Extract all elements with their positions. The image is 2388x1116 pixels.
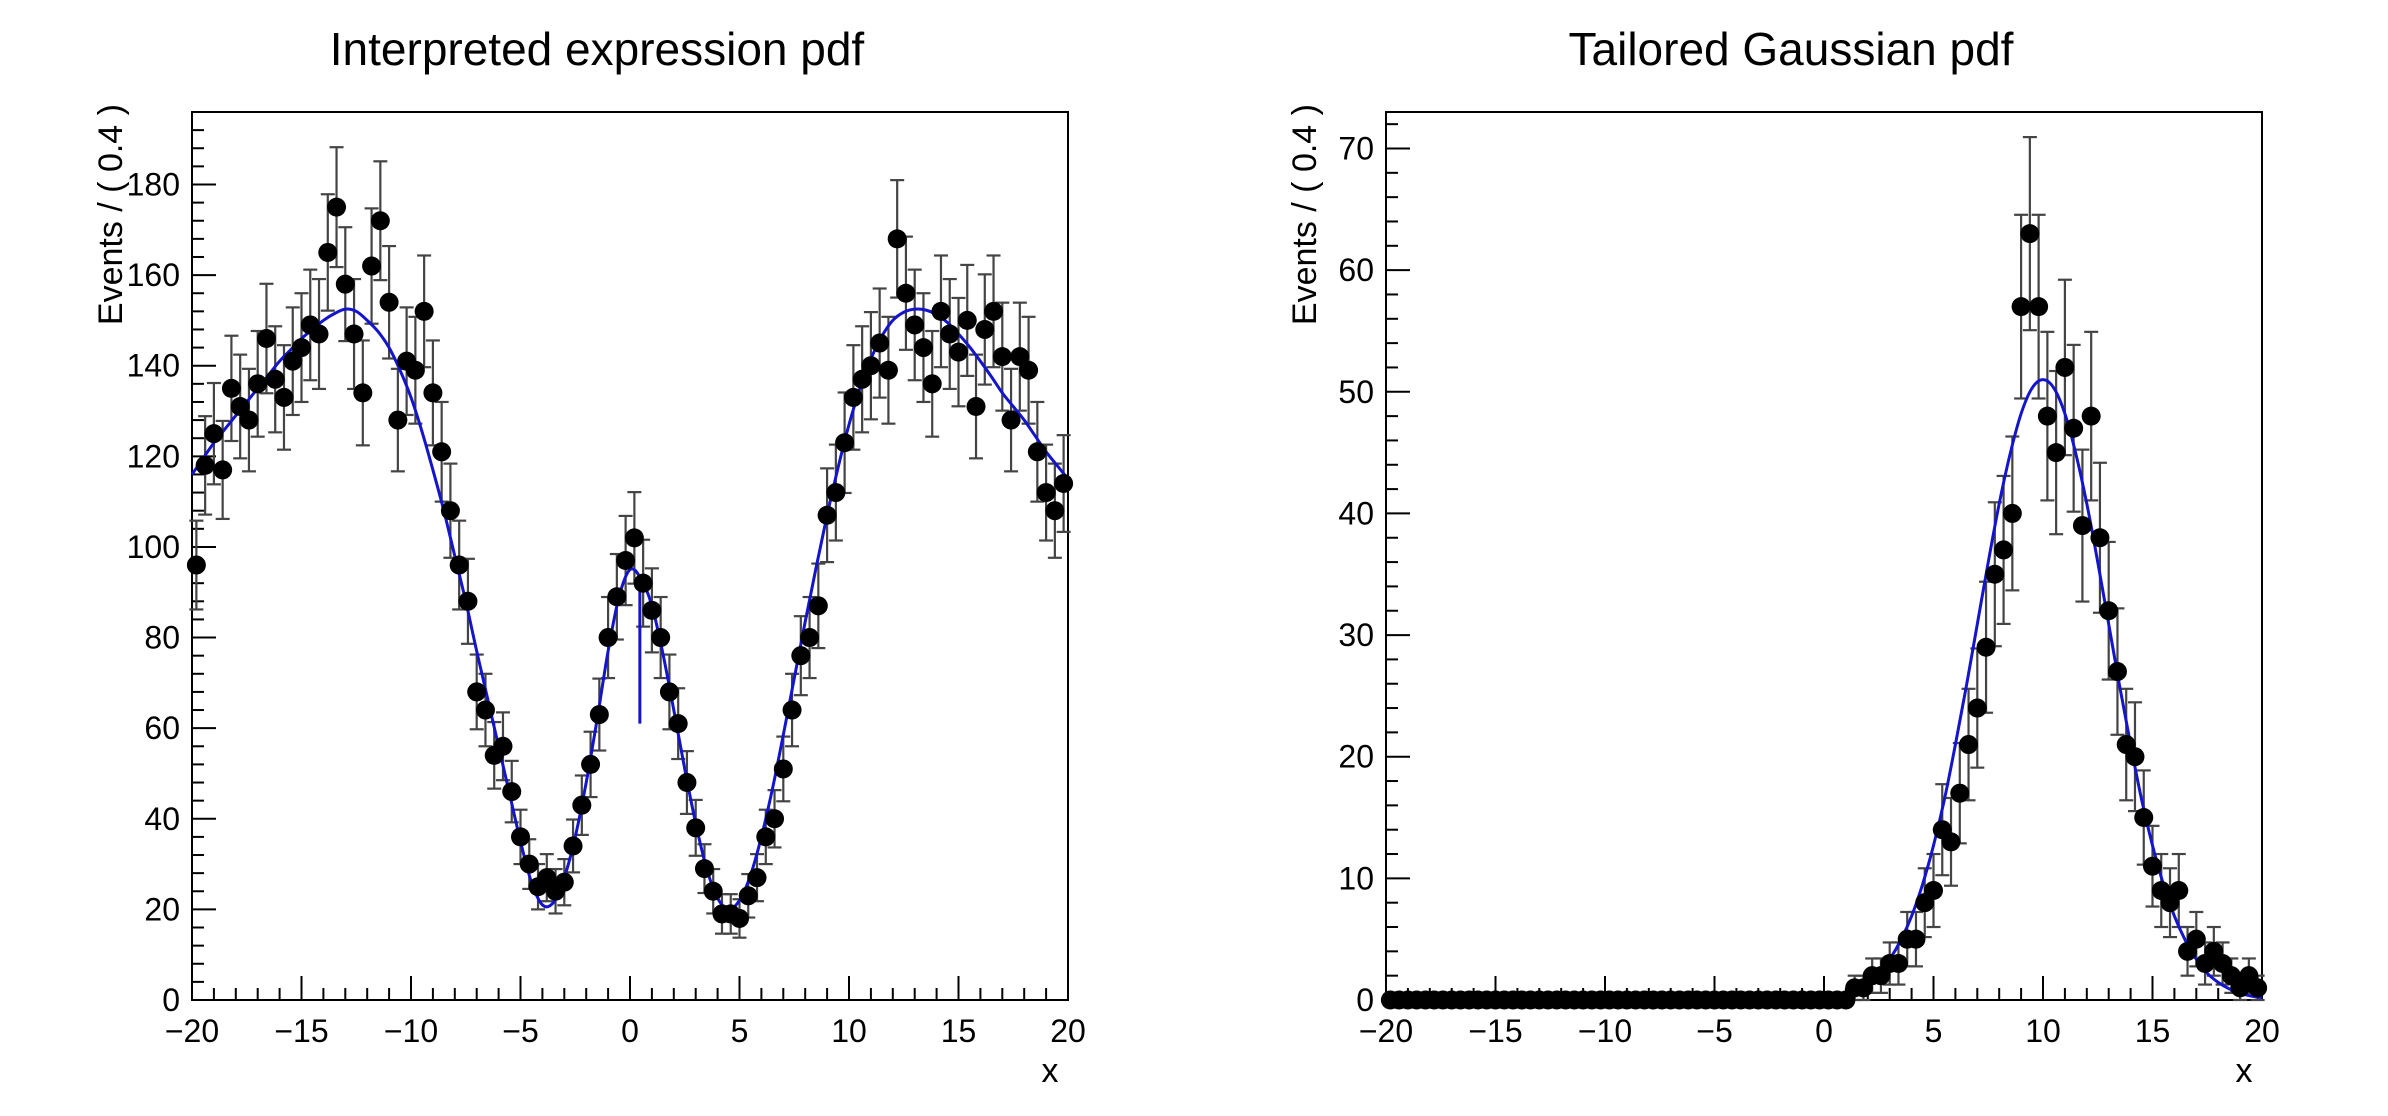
svg-text:0: 0 — [1815, 1013, 1833, 1049]
svg-text:5: 5 — [1925, 1013, 1943, 1049]
svg-text:10: 10 — [1338, 860, 1374, 896]
fit-curve — [190, 307, 1070, 911]
y-axis-title: Events / ( 0.4 ) — [1286, 104, 1324, 325]
chart-tailored-gaussian: −20 −15 −10 −5 0 5 10 15 20 0 10 20 30 40 50 60 70 Events… — [1286, 104, 2280, 1090]
svg-text:20: 20 — [144, 891, 180, 927]
plot-frame — [1385, 111, 2263, 1001]
error-bars — [1847, 135, 2265, 1002]
svg-text:−15: −15 — [274, 1013, 328, 1049]
svg-text:180: 180 — [127, 166, 180, 202]
svg-text:15: 15 — [2135, 1013, 2171, 1049]
y-axis-ticks — [192, 111, 216, 1001]
svg-text:40: 40 — [144, 801, 180, 837]
x-axis-title: x — [1042, 1052, 1059, 1090]
svg-text:−5: −5 — [1696, 1013, 1732, 1049]
svg-text:140: 140 — [127, 348, 180, 384]
svg-text:−20: −20 — [1359, 1013, 1413, 1049]
svg-text:15: 15 — [941, 1013, 977, 1049]
svg-text:0: 0 — [1356, 982, 1374, 1018]
svg-text:20: 20 — [1338, 739, 1374, 775]
y-axis-tick-labels: 0 20 40 60 80 100 120 140 160 180 — [127, 166, 180, 1018]
chart-interpreted-expression: −20 −15 −10 −5 0 5 10 15 20 0 20 40 60 80 100 120 140 160… — [92, 104, 1086, 1090]
chart-title-interpreted-expression: Interpreted expression pdf — [329, 23, 865, 75]
svg-text:30: 30 — [1338, 617, 1374, 653]
svg-text:100: 100 — [127, 529, 180, 565]
x-axis-tick-labels: −20 −15 −10 −5 0 5 10 15 20 — [165, 1013, 1086, 1049]
x-axis-title: x — [2236, 1052, 2253, 1090]
svg-text:−15: −15 — [1468, 1013, 1522, 1049]
svg-text:0: 0 — [621, 1013, 639, 1049]
svg-text:−5: −5 — [502, 1013, 538, 1049]
svg-text:−20: −20 — [165, 1013, 219, 1049]
svg-text:20: 20 — [2244, 1013, 2280, 1049]
svg-text:−10: −10 — [384, 1013, 438, 1049]
svg-text:60: 60 — [144, 710, 180, 746]
svg-text:120: 120 — [127, 438, 180, 474]
pad-interpreted-expression: −20 −15 −10 −5 0 5 10 15 20 0 20 40 60 80 100 120 140 160… — [92, 23, 1086, 1090]
svg-text:80: 80 — [144, 620, 180, 656]
x-axis-tick-labels: −20 −15 −10 −5 0 5 10 15 20 — [1359, 1013, 2280, 1049]
chart-title-tailored-gaussian: Tailored Gaussian pdf — [1568, 23, 2014, 75]
svg-text:40: 40 — [1338, 495, 1374, 531]
x-axis-ticks — [191, 976, 1069, 1000]
y-axis-ticks — [1386, 123, 1410, 1001]
svg-text:160: 160 — [127, 257, 180, 293]
svg-text:70: 70 — [1338, 130, 1374, 166]
svg-text:−10: −10 — [1578, 1013, 1632, 1049]
svg-text:0: 0 — [162, 982, 180, 1018]
data-points — [1380, 224, 2268, 1010]
svg-text:10: 10 — [831, 1013, 867, 1049]
y-axis-title: Events / ( 0.4 ) — [92, 104, 130, 325]
svg-text:20: 20 — [1050, 1013, 1086, 1049]
y-axis-tick-labels: 0 10 20 30 40 50 60 70 — [1338, 130, 1374, 1018]
svg-text:10: 10 — [2025, 1013, 2061, 1049]
svg-text:5: 5 — [731, 1013, 749, 1049]
svg-text:60: 60 — [1338, 252, 1374, 288]
data-points — [186, 197, 1074, 928]
pad-tailored-gaussian: −20 −15 −10 −5 0 5 10 15 20 0 10 20 30 40 50 60 70 Events… — [1194, 0, 2388, 1116]
svg-text:50: 50 — [1338, 374, 1374, 410]
